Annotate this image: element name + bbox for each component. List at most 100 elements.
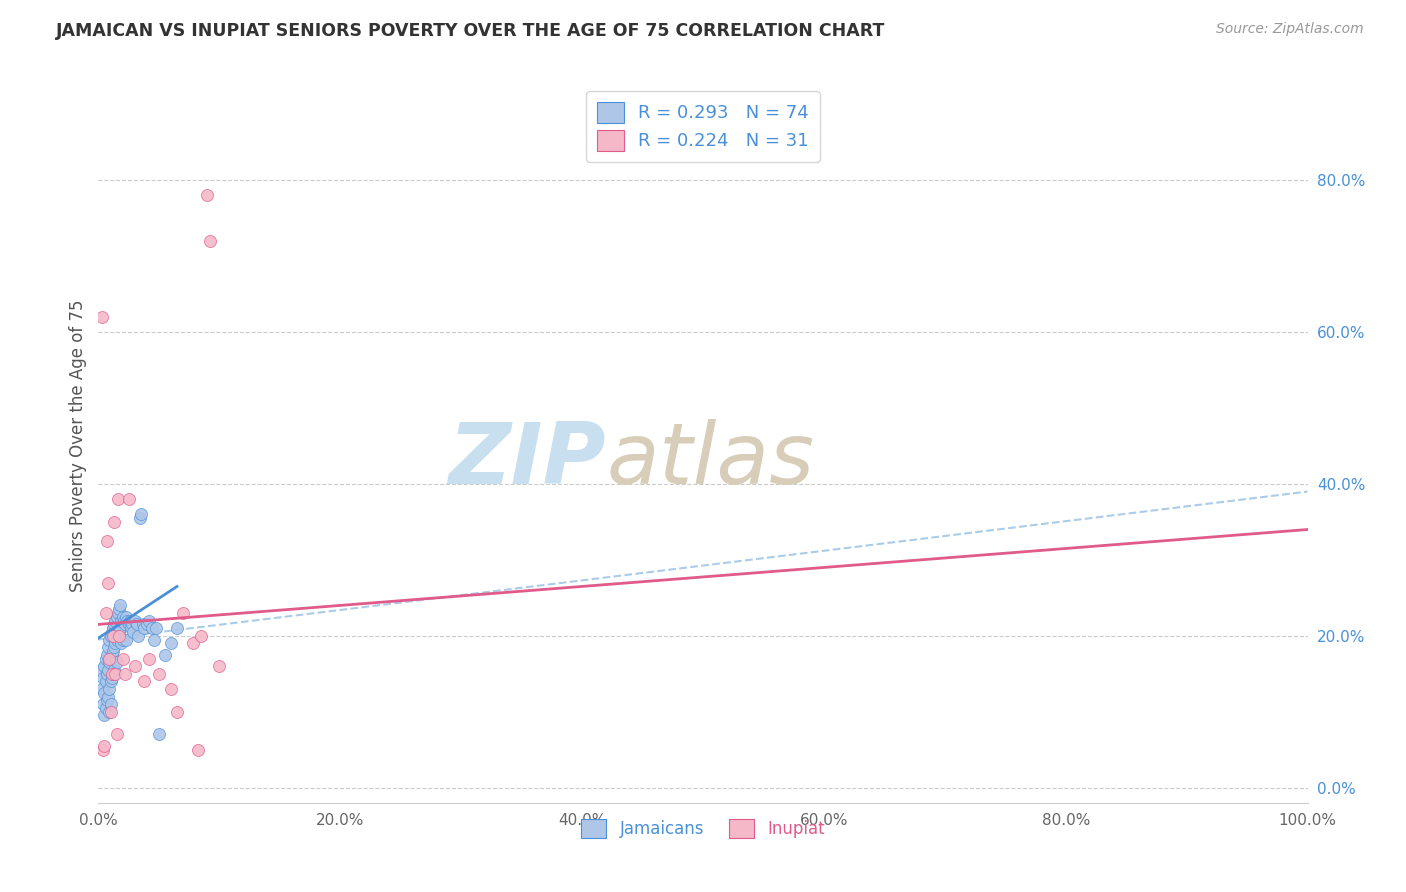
Point [134, 621, 156, 635]
Point [127, 617, 149, 632]
Point [108, 599, 131, 613]
Text: JAMAICAN VS INUPIAT SENIORS POVERTY OVER THE AGE OF 75 CORRELATION CHART: JAMAICAN VS INUPIAT SENIORS POVERTY OVER… [56, 22, 886, 40]
Point [160, 681, 183, 696]
Point [166, 621, 188, 635]
Point [187, 742, 209, 756]
Point [172, 606, 194, 620]
Point [100, 697, 122, 711]
Point [104, 636, 127, 650]
Point [103, 515, 125, 529]
Point [93, 659, 115, 673]
Y-axis label: Seniors Poverty Over the Age of 75: Seniors Poverty Over the Age of 75 [69, 300, 87, 592]
Point [118, 614, 141, 628]
Point [112, 614, 135, 628]
Point [138, 651, 160, 665]
Point [101, 629, 124, 643]
Point [93, 739, 115, 753]
Point [138, 614, 160, 628]
Point [94, 674, 117, 689]
Point [153, 648, 176, 662]
Point [195, 188, 218, 202]
Point [166, 705, 188, 719]
Point [128, 511, 150, 525]
Point [98, 632, 121, 647]
Point [114, 617, 136, 632]
Point [98, 681, 121, 696]
Point [132, 617, 155, 632]
Legend: Jamaicans, Inupiat: Jamaicans, Inupiat [575, 812, 831, 845]
Point [110, 636, 132, 650]
Point [190, 629, 212, 643]
Point [100, 674, 122, 689]
Point [107, 606, 129, 620]
Point [91, 310, 114, 324]
Point [96, 648, 118, 662]
Point [134, 674, 156, 689]
Point [145, 621, 167, 635]
Point [111, 609, 134, 624]
Point [148, 727, 170, 741]
Point [105, 632, 128, 647]
Point [90, 663, 112, 677]
Text: atlas: atlas [606, 418, 814, 502]
Point [141, 621, 163, 635]
Point [105, 609, 128, 624]
Point [208, 659, 231, 673]
Point [118, 617, 141, 632]
Point [93, 708, 115, 723]
Point [96, 693, 118, 707]
Point [94, 651, 117, 665]
Point [108, 602, 131, 616]
Point [91, 681, 114, 696]
Point [148, 666, 170, 681]
Point [100, 625, 122, 640]
Point [120, 621, 142, 635]
Point [198, 234, 221, 248]
Text: ZIP: ZIP [449, 418, 606, 502]
Text: Source: ZipAtlas.com: Source: ZipAtlas.com [1216, 22, 1364, 37]
Point [122, 625, 145, 640]
Point [124, 614, 146, 628]
Point [98, 651, 121, 665]
Point [135, 617, 157, 632]
Point [103, 663, 125, 677]
Point [108, 625, 131, 640]
Point [93, 686, 115, 700]
Point [91, 742, 114, 756]
Point [101, 666, 124, 681]
Point [107, 492, 129, 507]
Point [114, 666, 136, 681]
Point [91, 671, 114, 685]
Point [100, 705, 122, 719]
Point [160, 636, 183, 650]
Point [110, 614, 132, 628]
Point [94, 606, 117, 620]
Point [97, 640, 120, 655]
Point [97, 690, 120, 704]
Point [129, 508, 152, 522]
Point [103, 617, 125, 632]
Point [91, 697, 114, 711]
Point [121, 617, 143, 632]
Point [104, 614, 127, 628]
Point [111, 632, 134, 647]
Point [104, 666, 127, 681]
Point [181, 636, 204, 650]
Point [94, 701, 117, 715]
Point [108, 621, 131, 635]
Point [115, 609, 138, 624]
Point [98, 705, 121, 719]
Point [100, 651, 122, 665]
Point [143, 632, 166, 647]
Point [100, 666, 122, 681]
Point [100, 648, 122, 662]
Point [103, 640, 125, 655]
Point [98, 656, 121, 670]
Point [108, 629, 131, 643]
Point [124, 659, 146, 673]
Point [107, 629, 129, 643]
Point [97, 663, 120, 677]
Point [118, 492, 141, 507]
Point [117, 614, 139, 628]
Point [105, 727, 128, 741]
